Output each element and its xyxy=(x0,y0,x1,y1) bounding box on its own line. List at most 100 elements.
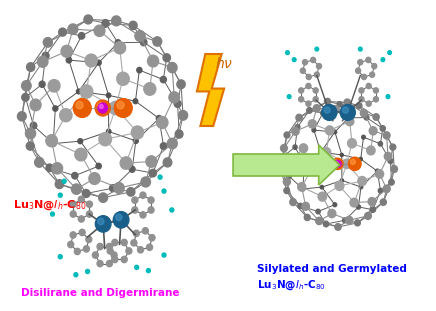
Circle shape xyxy=(78,139,82,144)
Circle shape xyxy=(373,97,378,102)
Circle shape xyxy=(68,24,78,34)
Circle shape xyxy=(383,185,390,193)
Circle shape xyxy=(340,104,355,120)
Circle shape xyxy=(129,166,135,172)
Circle shape xyxy=(148,197,154,203)
Circle shape xyxy=(70,201,76,207)
Circle shape xyxy=(76,101,83,109)
Circle shape xyxy=(146,156,157,167)
Circle shape xyxy=(346,117,354,126)
Circle shape xyxy=(21,81,31,91)
Circle shape xyxy=(333,130,337,134)
Circle shape xyxy=(86,236,92,243)
Circle shape xyxy=(121,256,127,262)
Circle shape xyxy=(378,142,382,146)
Circle shape xyxy=(22,94,29,101)
Circle shape xyxy=(78,33,85,39)
Circle shape xyxy=(58,193,62,197)
Circle shape xyxy=(102,20,109,27)
Circle shape xyxy=(70,211,76,217)
Circle shape xyxy=(115,40,121,46)
Circle shape xyxy=(364,115,369,120)
Circle shape xyxy=(158,175,162,179)
Circle shape xyxy=(178,110,187,120)
Circle shape xyxy=(284,188,290,193)
Circle shape xyxy=(48,80,60,92)
Circle shape xyxy=(121,239,127,246)
Circle shape xyxy=(366,57,371,63)
Text: $h\nu$: $h\nu$ xyxy=(215,56,233,71)
Circle shape xyxy=(333,203,337,207)
Circle shape xyxy=(167,63,177,73)
Circle shape xyxy=(361,74,367,80)
Polygon shape xyxy=(197,54,224,126)
Circle shape xyxy=(156,115,162,121)
Circle shape xyxy=(129,21,137,30)
Circle shape xyxy=(74,273,78,277)
Circle shape xyxy=(140,39,147,46)
Circle shape xyxy=(286,158,294,166)
Circle shape xyxy=(133,230,140,236)
Circle shape xyxy=(351,159,355,165)
Circle shape xyxy=(375,169,379,173)
Circle shape xyxy=(280,145,287,152)
Circle shape xyxy=(117,72,129,85)
Circle shape xyxy=(314,157,327,170)
Circle shape xyxy=(278,166,284,173)
Circle shape xyxy=(80,85,93,98)
Circle shape xyxy=(381,58,385,62)
Circle shape xyxy=(369,127,377,135)
Circle shape xyxy=(324,107,330,113)
Circle shape xyxy=(86,201,92,207)
Circle shape xyxy=(290,199,296,206)
Circle shape xyxy=(177,80,185,89)
Circle shape xyxy=(76,89,81,94)
Circle shape xyxy=(111,252,117,258)
Circle shape xyxy=(170,208,174,212)
Circle shape xyxy=(98,218,104,225)
Circle shape xyxy=(350,198,358,207)
Circle shape xyxy=(146,244,153,250)
Circle shape xyxy=(37,56,48,67)
Circle shape xyxy=(359,185,363,189)
Circle shape xyxy=(144,83,156,95)
Circle shape xyxy=(301,187,305,191)
Circle shape xyxy=(133,99,138,104)
Circle shape xyxy=(26,142,34,150)
Circle shape xyxy=(359,157,362,161)
Circle shape xyxy=(30,99,41,111)
Circle shape xyxy=(389,179,394,185)
Circle shape xyxy=(132,197,138,203)
Circle shape xyxy=(116,214,122,220)
Circle shape xyxy=(175,130,183,138)
Circle shape xyxy=(370,72,375,77)
Circle shape xyxy=(78,196,84,202)
Circle shape xyxy=(346,216,353,224)
Circle shape xyxy=(359,88,364,93)
Circle shape xyxy=(322,104,337,120)
Circle shape xyxy=(72,173,78,179)
Circle shape xyxy=(30,122,37,129)
Circle shape xyxy=(126,248,132,254)
Circle shape xyxy=(51,212,54,216)
Circle shape xyxy=(70,232,76,238)
Circle shape xyxy=(86,211,92,217)
Circle shape xyxy=(320,111,325,115)
Circle shape xyxy=(143,228,148,234)
Circle shape xyxy=(140,192,146,198)
Circle shape xyxy=(366,83,371,89)
Circle shape xyxy=(114,183,124,193)
Circle shape xyxy=(120,157,132,169)
Circle shape xyxy=(319,151,322,154)
Circle shape xyxy=(107,248,113,254)
Circle shape xyxy=(109,101,122,115)
Circle shape xyxy=(287,174,291,179)
Circle shape xyxy=(141,177,150,187)
Circle shape xyxy=(343,107,348,113)
Circle shape xyxy=(133,138,138,143)
Circle shape xyxy=(94,25,105,36)
Circle shape xyxy=(313,105,320,112)
Circle shape xyxy=(334,160,341,167)
Circle shape xyxy=(157,117,168,128)
Circle shape xyxy=(359,97,364,102)
